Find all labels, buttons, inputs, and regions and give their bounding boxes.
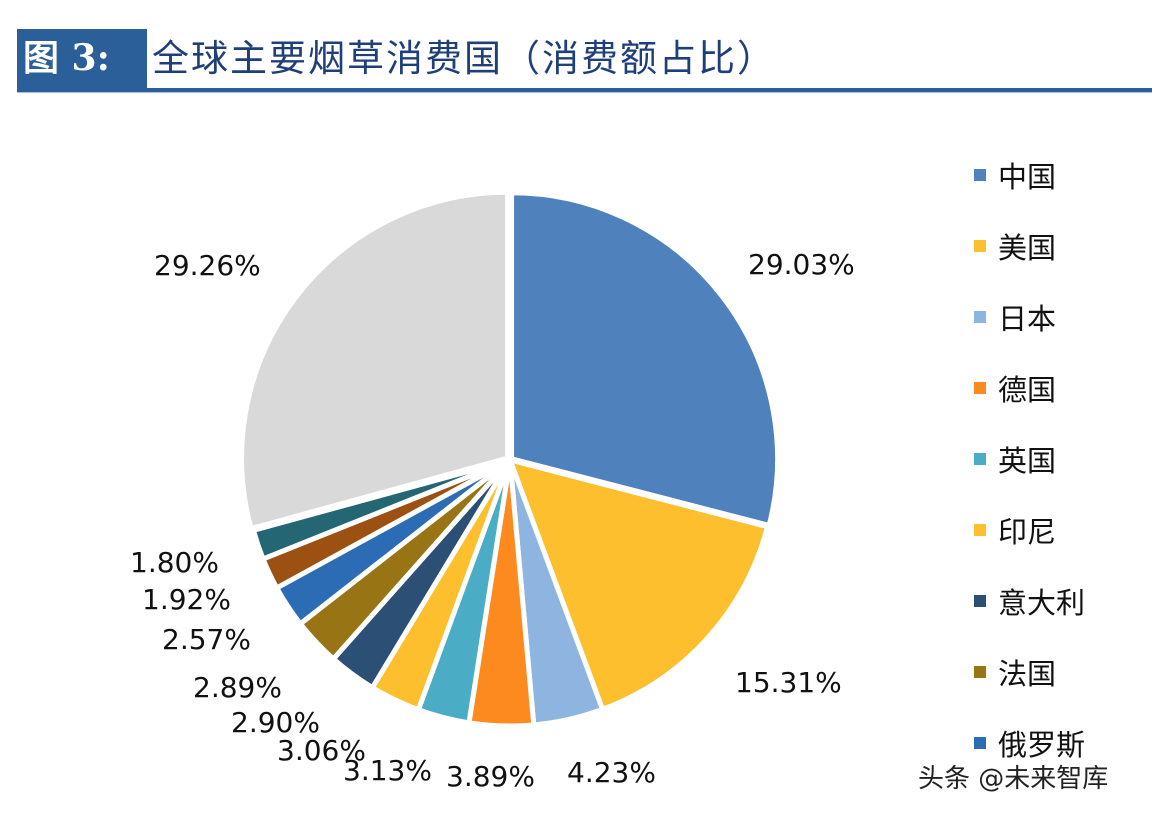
pie-slice-label: 4.23% [567,756,656,789]
title-underline-light [17,92,1152,93]
legend-swatch-icon [974,524,986,536]
legend-item: 日本 [974,297,1144,337]
figure-label: 图 3: [17,29,147,88]
title-underline [17,88,1152,92]
legend-label: 印尼 [998,515,1057,549]
legend-label: 中国 [998,160,1057,194]
legend-item: 美国 [974,226,1144,266]
legend-item: 中国 [974,155,1144,195]
watermark: 头条 @未来智库 [918,764,1109,794]
legend-swatch-icon [974,595,986,607]
legend-item: 英国 [974,439,1144,479]
legend-swatch-icon [974,737,986,749]
pie-slice-label: 2.90% [231,706,320,739]
pie-slice-label: 29.03% [748,248,855,281]
pie-slice-中国 [509,190,781,528]
legend-label: 意大利 [998,586,1086,620]
legend-label: 日本 [998,302,1057,336]
legend-item: 德国 [974,368,1144,408]
legend-label: 法国 [998,657,1057,691]
legend-label: 俄罗斯 [998,728,1086,762]
pie-slice-label: 1.92% [142,583,231,616]
legend-swatch-icon [974,311,986,323]
legend-item: 印尼 [974,510,1144,550]
legend-label: 英国 [998,444,1057,478]
pie-slice-label: 2.89% [193,671,282,704]
legend-swatch-icon [974,169,986,181]
legend-swatch-icon [974,382,986,394]
legend-item: 意大利 [974,581,1144,621]
legend-label: 德国 [998,373,1057,407]
pie-slice-美国 [507,457,771,712]
legend-swatch-icon [974,453,986,465]
pie-slice-other [239,189,511,532]
legend-label: 美国 [998,231,1057,265]
pie-slice-label: 3.89% [446,760,535,793]
pie-slice-label: 3.13% [343,754,432,787]
pie-slice-label: 15.31% [735,666,842,699]
legend-item: 俄罗斯 [974,723,1144,763]
chart-title: 全球主要烟草消费国（消费额占比） [152,37,776,80]
legend-swatch-icon [974,240,986,252]
pie-slice-label: 3.06% [277,734,366,767]
pie-slice-label: 29.26% [154,249,261,282]
legend-item: 法国 [974,652,1144,692]
pie-chart [239,189,781,726]
pie-slice-label: 2.57% [162,623,251,656]
legend-swatch-icon [974,666,986,678]
pie-slice-label: 1.80% [130,546,219,579]
